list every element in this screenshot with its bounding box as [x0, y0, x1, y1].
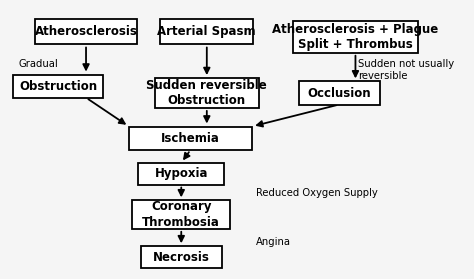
Text: Angina: Angina — [255, 237, 291, 247]
Text: Ischemia: Ischemia — [161, 132, 220, 145]
FancyBboxPatch shape — [293, 21, 418, 53]
FancyBboxPatch shape — [138, 163, 224, 185]
Text: Obstruction: Obstruction — [19, 80, 97, 93]
FancyBboxPatch shape — [155, 78, 259, 108]
Text: Atherosclerosis + Plague
Split + Thrombus: Atherosclerosis + Plague Split + Thrombu… — [273, 23, 438, 51]
FancyBboxPatch shape — [160, 18, 253, 44]
Text: Gradual: Gradual — [18, 59, 58, 69]
Text: Atherosclerosis: Atherosclerosis — [35, 25, 137, 38]
FancyBboxPatch shape — [13, 74, 103, 98]
Text: Coronary
Thrombosia: Coronary Thrombosia — [142, 200, 220, 229]
Text: Reduced Oxygen Supply: Reduced Oxygen Supply — [255, 188, 377, 198]
FancyBboxPatch shape — [35, 18, 137, 44]
Text: Necrosis: Necrosis — [153, 251, 210, 264]
Text: Occlusion: Occlusion — [307, 86, 371, 100]
Text: Sudden not usually
reversible: Sudden not usually reversible — [358, 59, 454, 81]
FancyBboxPatch shape — [299, 81, 380, 105]
FancyBboxPatch shape — [141, 246, 222, 268]
Text: Sudden reversible
Obstruction: Sudden reversible Obstruction — [146, 79, 267, 107]
Text: Arterial Spasm: Arterial Spasm — [157, 25, 256, 38]
FancyBboxPatch shape — [129, 126, 252, 150]
Text: Hypoxia: Hypoxia — [155, 167, 208, 180]
FancyBboxPatch shape — [132, 200, 230, 229]
